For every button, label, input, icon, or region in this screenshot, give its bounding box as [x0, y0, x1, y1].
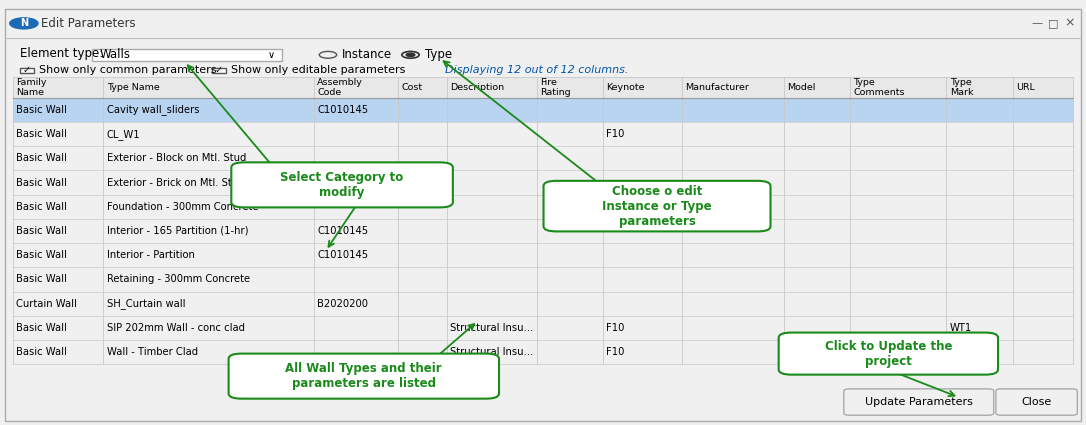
Text: C1010145: C1010145: [317, 226, 368, 236]
Text: Displaying 12 out of 12 columns.: Displaying 12 out of 12 columns.: [445, 65, 629, 75]
Text: Click to Update the
project: Click to Update the project: [824, 340, 952, 368]
Text: Basic Wall: Basic Wall: [16, 250, 67, 260]
Text: Fire
Rating: Fire Rating: [540, 78, 571, 97]
Text: Interior - 165 Partition (1-hr): Interior - 165 Partition (1-hr): [106, 226, 248, 236]
Text: F10: F10: [606, 347, 624, 357]
Text: Basic Wall: Basic Wall: [16, 275, 67, 284]
Text: Family
Name: Family Name: [16, 78, 47, 97]
Text: N: N: [20, 18, 28, 28]
Text: □: □: [1048, 18, 1059, 28]
Text: Show only editable parameters: Show only editable parameters: [231, 65, 406, 75]
FancyBboxPatch shape: [996, 389, 1077, 415]
Text: Retaining - 300mm Concrete: Retaining - 300mm Concrete: [106, 275, 250, 284]
FancyBboxPatch shape: [13, 77, 1073, 98]
FancyBboxPatch shape: [779, 332, 998, 375]
Text: All Wall Types and their
parameters are listed: All Wall Types and their parameters are …: [286, 362, 442, 390]
Text: SIP 202mm Wall - conc clad: SIP 202mm Wall - conc clad: [106, 323, 244, 333]
Text: Element type:: Element type:: [20, 48, 103, 60]
Text: Walls: Walls: [100, 48, 131, 61]
Text: Assembly
Code: Assembly Code: [317, 78, 364, 97]
Text: Update Parameters: Update Parameters: [864, 397, 973, 407]
Text: —: —: [1032, 18, 1043, 28]
Text: C1010145: C1010145: [317, 250, 368, 260]
Text: Keynote: Keynote: [606, 83, 645, 92]
Text: Foundation - 300mm Concrete: Foundation - 300mm Concrete: [106, 202, 258, 212]
Text: Exterior - Brick on Mtl. Stud: Exterior - Brick on Mtl. Stud: [106, 178, 244, 187]
Text: C1010145: C1010145: [317, 105, 368, 115]
Text: Basic Wall: Basic Wall: [16, 226, 67, 236]
Text: CL_W1: CL_W1: [106, 129, 140, 139]
Text: Wall - Timber Clad: Wall - Timber Clad: [106, 347, 198, 357]
Text: Type
Mark: Type Mark: [950, 78, 973, 97]
Text: Description: Description: [450, 83, 504, 92]
FancyBboxPatch shape: [229, 354, 500, 399]
FancyBboxPatch shape: [13, 98, 1073, 122]
Text: Model: Model: [787, 83, 816, 92]
Text: F10: F10: [606, 323, 624, 333]
Text: Show only common parameters: Show only common parameters: [39, 65, 216, 75]
Text: Select Category to
modify: Select Category to modify: [280, 171, 404, 199]
Text: Manufacturer: Manufacturer: [685, 83, 748, 92]
FancyBboxPatch shape: [92, 49, 282, 61]
Text: F10: F10: [606, 129, 624, 139]
Text: Basic Wall: Basic Wall: [16, 105, 67, 115]
Text: Instance: Instance: [342, 48, 392, 61]
Text: Basic Wall: Basic Wall: [16, 153, 67, 163]
Text: Interior - Partition: Interior - Partition: [106, 250, 194, 260]
Text: Edit Parameters: Edit Parameters: [41, 17, 136, 30]
Text: Choose o edit
Instance or Type
parameters: Choose o edit Instance or Type parameter…: [603, 184, 711, 228]
Text: Structural Insu...: Structural Insu...: [450, 323, 533, 333]
Text: Curtain Wall: Curtain Wall: [16, 299, 77, 309]
Text: B2020200: B2020200: [317, 299, 368, 309]
FancyBboxPatch shape: [844, 389, 994, 415]
Text: ✓: ✓: [23, 65, 30, 75]
FancyBboxPatch shape: [5, 8, 1081, 421]
Text: ✓: ✓: [215, 65, 223, 75]
Text: URL: URL: [1016, 83, 1035, 92]
Text: Type
Comments: Type Comments: [854, 78, 905, 97]
Text: Basic Wall: Basic Wall: [16, 323, 67, 333]
Text: ×: ×: [1064, 17, 1075, 30]
Text: Cavity wall_sliders: Cavity wall_sliders: [106, 105, 199, 115]
FancyBboxPatch shape: [212, 68, 226, 73]
Text: Structural Insu...: Structural Insu...: [450, 347, 533, 357]
Circle shape: [406, 53, 415, 57]
Text: Basic Wall: Basic Wall: [16, 178, 67, 187]
FancyBboxPatch shape: [20, 68, 34, 73]
Text: SH_Curtain wall: SH_Curtain wall: [106, 298, 185, 309]
Circle shape: [10, 18, 38, 29]
Text: WT1: WT1: [950, 323, 972, 333]
Text: Type: Type: [425, 48, 452, 61]
Text: ∨: ∨: [268, 50, 275, 60]
Text: Exterior - Block on Mtl. Stud: Exterior - Block on Mtl. Stud: [106, 153, 247, 163]
FancyBboxPatch shape: [231, 162, 453, 207]
Text: Basic Wall: Basic Wall: [16, 129, 67, 139]
Text: Cost: Cost: [402, 83, 422, 92]
Text: Basic Wall: Basic Wall: [16, 202, 67, 212]
FancyBboxPatch shape: [543, 181, 771, 231]
Text: Close: Close: [1022, 397, 1051, 407]
Text: Type Name: Type Name: [106, 83, 160, 92]
Text: Basic Wall: Basic Wall: [16, 347, 67, 357]
